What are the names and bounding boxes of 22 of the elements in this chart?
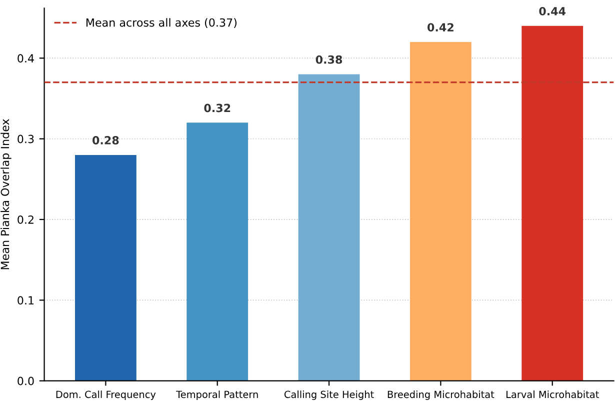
legend-label: Mean across all axes (0.37): [86, 18, 237, 28]
x-tick-label: Larval Microhabitat: [506, 390, 599, 398]
data-label: 0.38: [316, 55, 342, 64]
bar: [186, 122, 248, 381]
data-label: 0.28: [92, 136, 119, 144]
bar: [298, 74, 360, 381]
bar: [522, 26, 584, 381]
y-tick-label: 0.3: [18, 134, 34, 144]
y-tick-label: 0.0: [18, 376, 34, 386]
data-label: 0.44: [539, 6, 566, 16]
bar: [74, 154, 136, 381]
x-tick-label: Dom. Call Frequency: [56, 390, 156, 400]
x-tick-label: Temporal Pattern: [176, 390, 258, 400]
bar: [410, 42, 472, 381]
y-tick-label: 0.1: [18, 296, 34, 305]
data-label: 0.32: [204, 104, 230, 112]
data-label: 0.42: [428, 23, 454, 32]
x-tick-label: Calling Site Height: [284, 390, 374, 400]
y-axis-title: Mean Pianka Overlap Index: [0, 119, 12, 270]
x-tick-label: Breeding Microhabitat: [388, 390, 494, 400]
y-tick-label: 0.2: [18, 215, 34, 224]
y-tick-label: 0.4: [18, 54, 34, 63]
